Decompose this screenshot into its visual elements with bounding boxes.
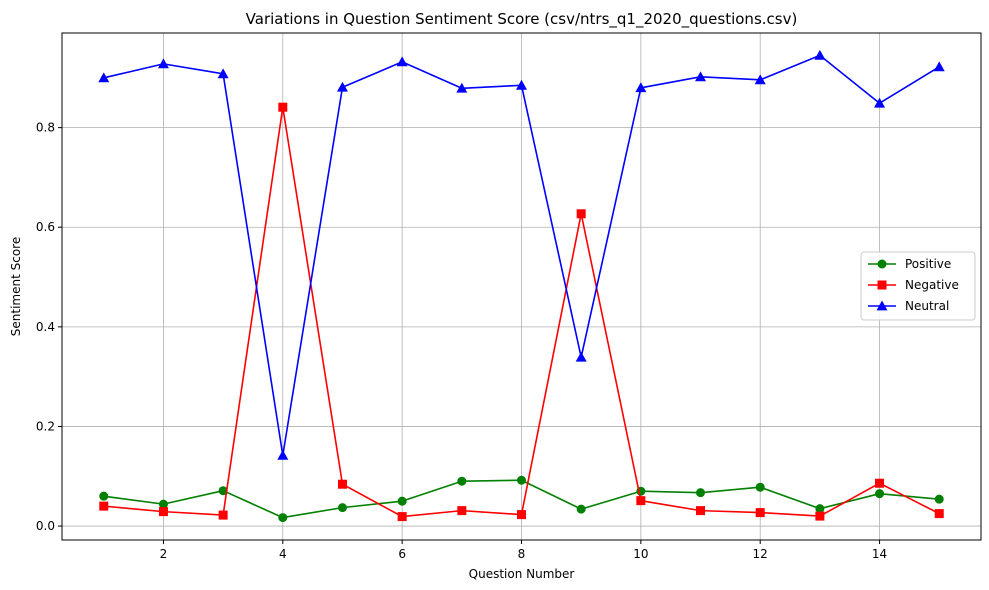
legend-label: Neutral (905, 299, 949, 313)
data-point-neutral (336, 81, 348, 92)
y-tick-label: 0.6 (36, 220, 55, 234)
data-point-negative (815, 511, 825, 521)
x-tick-label: 4 (279, 547, 287, 561)
data-point-positive (99, 491, 109, 501)
legend-label: Positive (905, 257, 951, 271)
data-point-negative (934, 509, 944, 519)
data-point-positive (696, 488, 706, 498)
chart-title: Variations in Question Sentiment Score (… (246, 10, 798, 29)
data-point-negative (576, 209, 586, 219)
y-tick-label: 0.8 (36, 121, 55, 135)
x-tick-label: 2 (160, 547, 168, 561)
data-point-negative (875, 478, 885, 488)
legend-entries: Positive Negative Neutral (868, 257, 959, 313)
data-point-neutral (157, 58, 169, 69)
data-point-negative (278, 102, 288, 112)
series-positive (99, 475, 944, 523)
data-point-negative (99, 501, 109, 511)
legend-marker-positive (877, 259, 887, 269)
legend-marker-negative (877, 280, 887, 290)
legend: Positive Negative Neutral (860, 251, 976, 321)
legend-marker-neutral (876, 300, 888, 311)
data-point-neutral (695, 71, 707, 82)
x-tick-label: 12 (753, 547, 768, 561)
data-point-positive (815, 504, 825, 514)
data-point-positive (278, 513, 288, 523)
y-tick-label: 0.2 (36, 419, 55, 433)
data-point-negative (755, 508, 765, 518)
x-tick-label: 6 (398, 547, 406, 561)
data-point-positive (218, 486, 228, 496)
legend-entry-negative: Negative (868, 278, 959, 292)
data-point-neutral (277, 449, 289, 460)
data-point-neutral (814, 49, 826, 60)
data-point-negative (457, 506, 467, 516)
y-axis-label: Sentiment Score (9, 237, 23, 336)
y-tick-label: 0.4 (36, 320, 55, 334)
data-point-negative (517, 510, 526, 520)
data-point-neutral (217, 68, 229, 79)
x-axis-label: Question Number (469, 567, 575, 581)
legend-entry-positive: Positive (868, 257, 951, 271)
x-tick-label: 10 (633, 547, 648, 561)
series-negative (99, 102, 944, 522)
x-tick-label: 8 (518, 547, 526, 561)
data-point-neutral (874, 97, 886, 108)
data-point-neutral (575, 351, 587, 362)
y-tick-label: 0.0 (36, 519, 55, 533)
data-point-positive (337, 503, 347, 513)
data-point-neutral (456, 82, 468, 93)
legend-label: Negative (905, 278, 959, 292)
data-point-positive (755, 482, 765, 492)
data-point-neutral (933, 61, 945, 72)
legend-frame (860, 251, 976, 321)
data-point-positive (397, 496, 407, 506)
data-point-neutral (396, 56, 408, 67)
data-point-positive (158, 499, 168, 509)
data-point-positive (934, 494, 944, 504)
data-point-neutral (98, 72, 110, 83)
legend-entry-neutral: Neutral (868, 299, 949, 313)
data-point-negative (337, 479, 347, 489)
data-point-negative (218, 510, 228, 520)
data-point-positive (576, 504, 586, 514)
data-point-negative (636, 496, 646, 506)
x-tick-label: 14 (872, 547, 887, 561)
data-point-positive (517, 475, 526, 485)
series-group (98, 49, 945, 523)
series-neutral (98, 49, 945, 460)
data-point-neutral (754, 74, 766, 85)
data-point-negative (158, 507, 168, 517)
data-point-negative (397, 512, 407, 522)
data-point-positive (875, 489, 885, 499)
data-point-positive (457, 476, 467, 486)
ticks: 2 4 6 8 10 12 14 0.0 0.2 0.4 0.6 0.8 (36, 121, 887, 561)
data-point-neutral (516, 79, 527, 90)
data-point-neutral (635, 82, 647, 93)
data-point-negative (696, 506, 706, 516)
